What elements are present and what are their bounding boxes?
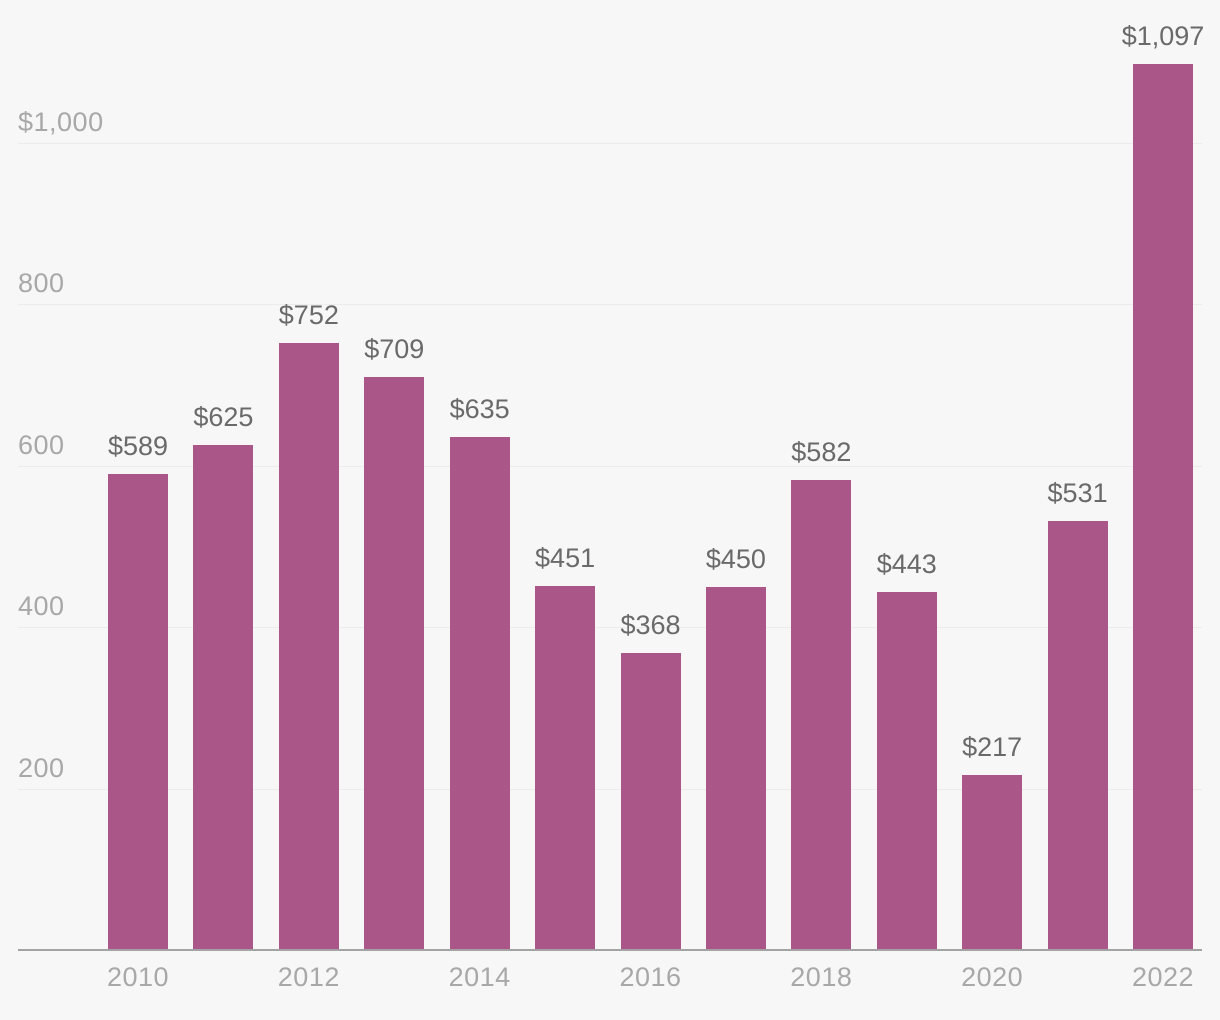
bar-2012 [278, 342, 339, 950]
bar-2013 [364, 377, 425, 950]
bar-2017 [705, 586, 766, 950]
value-label-2013: $709 [364, 334, 425, 365]
y-axis-tick-label: $1,000 [18, 106, 104, 137]
y-axis-tick-label: 600 [18, 429, 65, 460]
value-label-2015: $451 [535, 542, 596, 573]
y-axis-tick-label: 200 [18, 752, 65, 783]
value-label-2016: $368 [620, 609, 681, 640]
x-axis-tick-label-2020: 2020 [961, 962, 1024, 992]
gridline-1000 [18, 142, 1202, 144]
value-label-2021: $531 [1047, 478, 1108, 509]
value-label-2014: $635 [449, 394, 510, 425]
bar-2020 [962, 774, 1023, 950]
bar-2022 [1133, 64, 1193, 950]
y-axis-tick-label: 800 [18, 268, 65, 298]
bar-2011 [193, 445, 254, 950]
value-label-2010: $589 [107, 431, 169, 462]
value-label-2017: $450 [705, 543, 766, 574]
x-axis-tick-label-2018: 2018 [790, 962, 853, 992]
value-label-2018: $582 [791, 437, 852, 468]
x-axis-line [18, 949, 1202, 951]
x-axis-tick-label-2022: 2022 [1131, 962, 1195, 992]
bar-2015 [535, 585, 596, 950]
value-label-2011: $625 [193, 402, 254, 433]
bar-2010 [108, 474, 168, 950]
x-axis-tick-label-2010: 2010 [106, 962, 170, 992]
x-axis-tick-label-2016: 2016 [619, 962, 682, 992]
value-label-2020: $217 [962, 731, 1023, 762]
bar-2014 [449, 437, 510, 950]
x-axis-tick-label-2012: 2012 [277, 962, 340, 992]
gridline-800 [18, 304, 1202, 305]
bar-2021 [1047, 521, 1108, 950]
x-axis-tick-label-2014: 2014 [448, 962, 511, 992]
bar-2018 [791, 480, 852, 950]
y-axis-tick-label: 400 [18, 591, 65, 621]
bar-2016 [620, 652, 681, 950]
value-label-2012: $752 [278, 299, 339, 330]
bar-2019 [876, 592, 937, 950]
value-label-2019: $443 [876, 549, 937, 580]
value-label-2022: $1,097 [1121, 21, 1205, 52]
